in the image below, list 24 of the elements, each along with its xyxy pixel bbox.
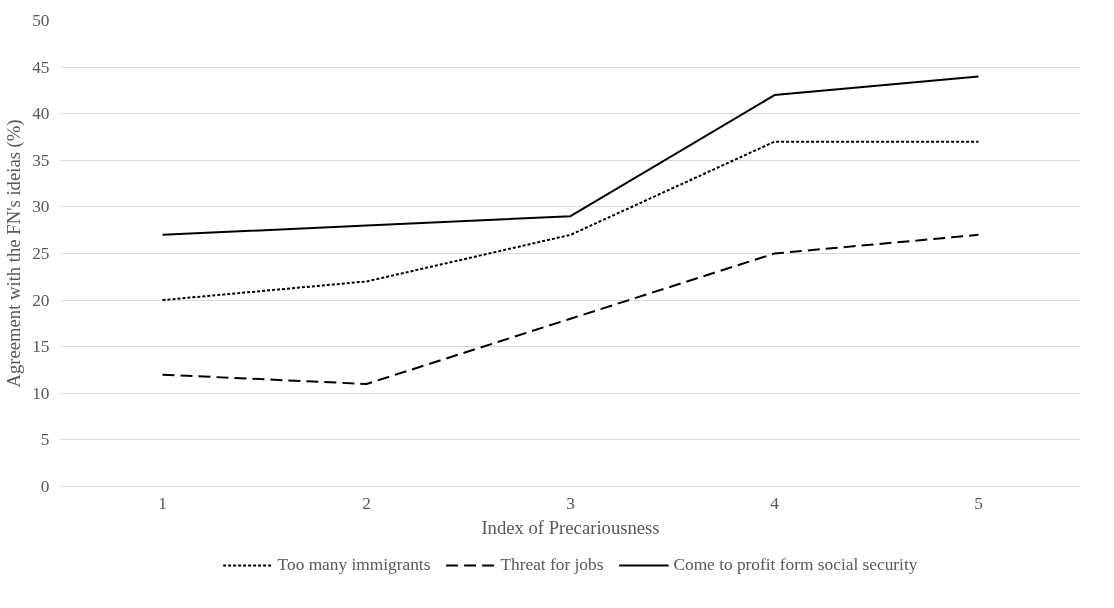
y-tick-label: 0 — [40, 477, 50, 496]
line-series — [161, 75, 980, 236]
line-series — [161, 233, 980, 385]
y-tick-label: 50 — [32, 11, 50, 30]
line-series — [161, 140, 980, 302]
y-tick-label: 30 — [32, 197, 50, 217]
y-tick-label: 5 — [40, 430, 50, 450]
y-tick-label: 20 — [32, 290, 50, 310]
x-tick-label: 5 — [974, 493, 983, 513]
legend-label: Come to profit form social security — [673, 555, 918, 575]
y-tick-label: 10 — [32, 383, 50, 403]
legend-label: Threat for jobs — [500, 555, 604, 575]
y-axis-title: Agreement with the FN's ideias (%) — [3, 119, 26, 388]
x-axis-title: Index of Precariousness — [481, 516, 660, 538]
y-tick-label: 15 — [32, 337, 50, 357]
y-tick-label: 35 — [32, 150, 50, 170]
x-tick-label: 1 — [158, 493, 167, 513]
y-tick-label: 40 — [32, 104, 50, 124]
x-tick-label: 4 — [770, 493, 780, 513]
y-tick-label: 45 — [32, 57, 50, 77]
y-tick-label: 25 — [32, 244, 50, 263]
x-tick-label: 2 — [362, 493, 371, 513]
x-tick-label: 3 — [566, 493, 575, 513]
legend-label: Too many immigrants — [277, 555, 431, 575]
